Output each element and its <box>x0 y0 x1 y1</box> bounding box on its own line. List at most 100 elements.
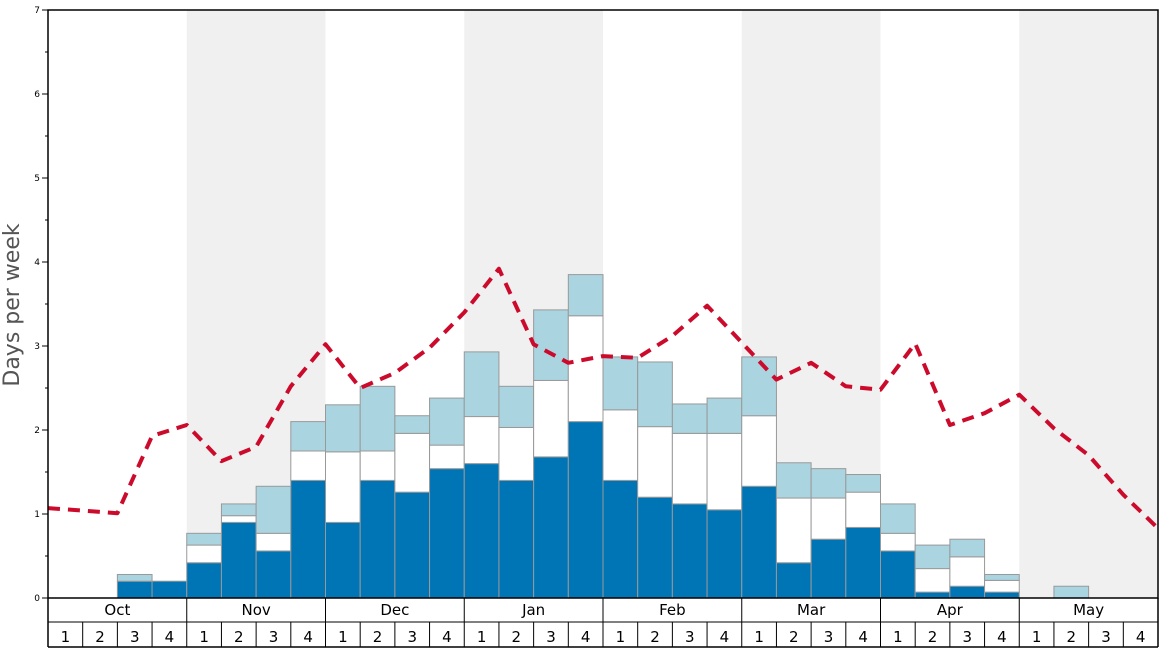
bar-segment <box>984 573 1020 581</box>
week-label: 4 <box>1136 628 1146 646</box>
bar-segment <box>359 450 396 481</box>
month-label: Oct <box>104 601 130 619</box>
bar-segment <box>325 521 361 599</box>
bar-segment <box>394 432 431 493</box>
week-label: 1 <box>199 628 209 646</box>
bar-segment <box>567 274 604 317</box>
bar-segment <box>637 496 673 599</box>
bar-segment <box>706 432 743 511</box>
bar-segment <box>671 503 708 599</box>
y-tick-label: 2 <box>34 426 40 436</box>
week-label: 2 <box>95 628 105 646</box>
bar-segment <box>151 580 188 599</box>
y-tick-label: 5 <box>34 174 40 184</box>
bar-segment <box>498 479 535 599</box>
bar-segment <box>116 580 153 599</box>
bar-segment <box>186 544 222 564</box>
bar-segment <box>914 544 951 570</box>
month-label: Nov <box>241 601 270 619</box>
bars-layer <box>116 274 1090 599</box>
bar-segment <box>949 585 986 599</box>
y-tick-label: 6 <box>34 90 40 100</box>
bar-segment <box>637 361 673 428</box>
bar-segment <box>463 416 500 465</box>
bar-segment <box>325 404 361 453</box>
bar-segment <box>533 309 569 381</box>
week-label: 2 <box>928 628 938 646</box>
bar-segment <box>463 463 500 599</box>
week-label: 1 <box>61 628 71 646</box>
bar-segment <box>602 409 639 481</box>
week-label: 3 <box>685 628 695 646</box>
week-label: 4 <box>997 628 1007 646</box>
week-label: 2 <box>373 628 383 646</box>
bar-segment <box>429 444 465 470</box>
bar-segment <box>706 509 743 599</box>
bar-segment <box>567 315 604 423</box>
month-label: Jan <box>521 601 545 619</box>
bar-segment <box>775 562 812 599</box>
bar-segment <box>845 526 881 599</box>
week-label: 2 <box>234 628 244 646</box>
y-tick-label: 7 <box>34 6 40 16</box>
week-label: 3 <box>824 628 834 646</box>
bar-segment <box>949 556 986 587</box>
week-label: 2 <box>512 628 522 646</box>
week-label: 4 <box>303 628 313 646</box>
bar-segment <box>220 503 257 517</box>
bar-segment <box>325 451 361 523</box>
bar-segment <box>290 479 326 599</box>
bar-segment <box>810 538 847 599</box>
bar-segment <box>775 497 812 564</box>
week-label: 1 <box>1032 628 1042 646</box>
bar-segment <box>498 426 535 481</box>
week-label: 2 <box>650 628 660 646</box>
week-label: 1 <box>338 628 348 646</box>
bar-segment <box>914 591 951 599</box>
bar-segment <box>463 351 500 418</box>
bar-segment <box>116 573 153 582</box>
y-tick-label: 3 <box>34 342 40 352</box>
bar-segment <box>533 379 569 458</box>
bar-segment <box>775 462 812 499</box>
bar-segment <box>914 568 951 593</box>
y-tick-label: 4 <box>34 258 40 268</box>
bar-segment <box>290 450 326 481</box>
bar-segment <box>429 468 465 599</box>
week-label: 3 <box>407 628 417 646</box>
month-label: Dec <box>380 601 409 619</box>
bar-segment <box>741 485 777 599</box>
bar-segment <box>706 397 743 434</box>
bar-segment <box>880 550 916 599</box>
week-label: 2 <box>1067 628 1077 646</box>
week-label: 1 <box>477 628 487 646</box>
bar-segment <box>741 356 777 417</box>
week-label: 4 <box>720 628 730 646</box>
bar-segment <box>1053 585 1090 599</box>
trend-line <box>47 266 1160 530</box>
week-label: 1 <box>754 628 764 646</box>
bar-segment <box>186 562 222 599</box>
bar-segment <box>394 491 431 599</box>
month-label: Feb <box>659 601 686 619</box>
bar-segment <box>845 474 881 493</box>
week-label: 4 <box>165 628 175 646</box>
bar-segment <box>602 479 639 599</box>
bar-segment <box>810 497 847 540</box>
bar-segment <box>741 415 777 487</box>
bar-segment <box>255 485 292 534</box>
week-label: 3 <box>269 628 279 646</box>
bar-segment <box>359 479 396 599</box>
month-label: Mar <box>797 601 826 619</box>
bar-segment <box>637 426 673 498</box>
bar-segment <box>567 421 604 599</box>
y-tick-label: 0 <box>34 594 40 604</box>
bar-segment <box>186 532 222 546</box>
week-label: 4 <box>442 628 452 646</box>
week-label: 3 <box>1101 628 1111 646</box>
month-shade <box>1019 10 1158 598</box>
bar-segment <box>602 356 639 411</box>
bar-segment <box>984 591 1020 599</box>
week-label: 2 <box>789 628 799 646</box>
